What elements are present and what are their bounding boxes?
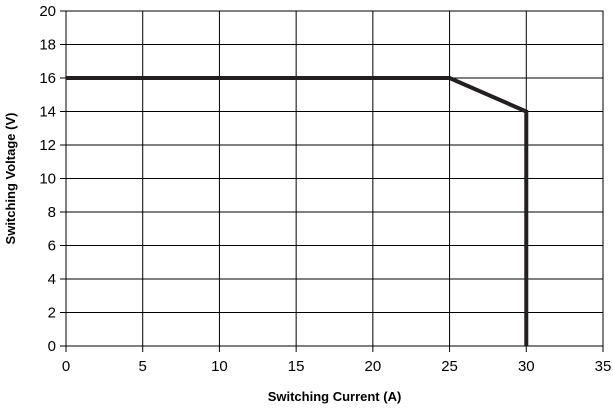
y-tick-label: 14 (39, 104, 56, 121)
grid (65, 10, 604, 347)
x-tick-label: 10 (211, 358, 228, 375)
y-tick-label: 20 (39, 3, 56, 20)
x-axis-title: Switching Current (A) (268, 389, 402, 404)
y-tick-label: 10 (39, 171, 56, 188)
y-tick-label: 18 (39, 37, 56, 54)
y-tick-label: 6 (48, 238, 56, 255)
y-tick-label: 8 (48, 204, 56, 221)
y-tick-label: 16 (39, 70, 56, 87)
x-tick-label: 15 (288, 358, 305, 375)
series-line (66, 76, 529, 346)
x-tick-label: 30 (518, 358, 535, 375)
x-tick-label: 20 (365, 358, 382, 375)
y-tick-label: 12 (39, 137, 56, 154)
y-tick-label: 0 (48, 338, 56, 355)
x-tick-label: 25 (441, 358, 458, 375)
y-tick-label: 4 (48, 271, 56, 288)
y-axis-ticks: 0 2 4 6 8 10 12 14 16 18 20 (39, 3, 66, 355)
x-axis-ticks: 0 5 10 15 20 25 30 35 (62, 346, 612, 375)
x-tick-label: 5 (139, 358, 147, 375)
x-tick-label: 0 (62, 358, 70, 375)
series-layer (65, 76, 529, 347)
y-axis-title: Switching Voltage (V) (3, 113, 18, 245)
y-tick-label: 2 (48, 305, 56, 322)
x-tick-label: 35 (595, 358, 612, 375)
